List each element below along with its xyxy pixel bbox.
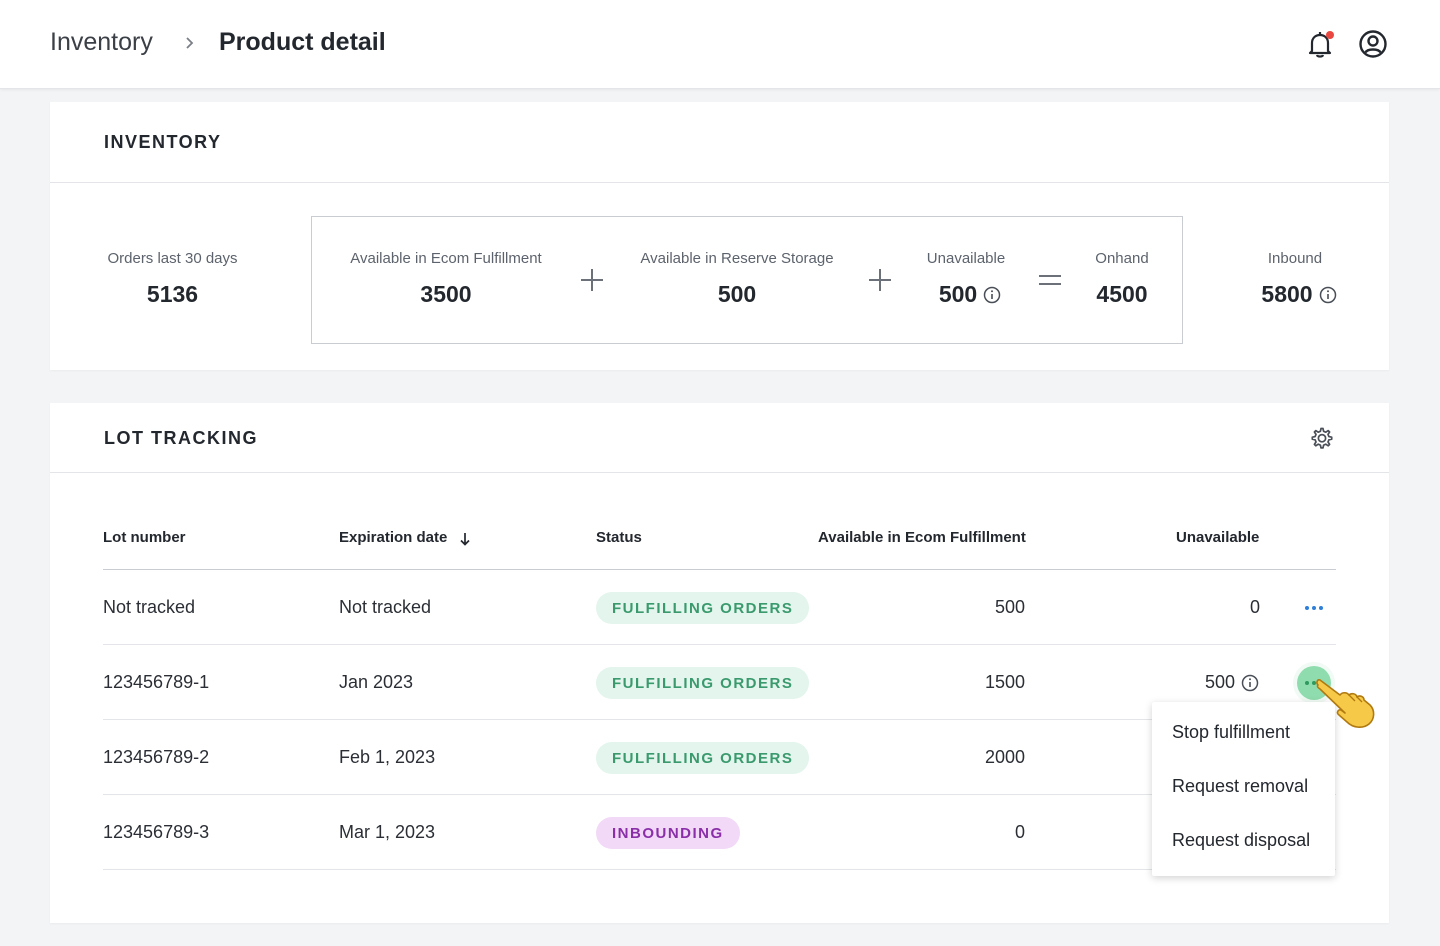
row-divider <box>103 869 1336 870</box>
unavailable-label: Unavailable <box>926 250 1006 267</box>
inventory-title: INVENTORY <box>104 132 222 152</box>
table-row-lot: Not tracked <box>103 597 196 617</box>
plus-icon <box>869 269 891 291</box>
orders-last-30-label: Orders last 30 days <box>107 250 238 267</box>
column-header-expiration-date[interactable]: Expiration date <box>339 529 448 546</box>
plus-icon <box>581 269 603 291</box>
row-more-actions-icon[interactable] <box>1297 591 1331 625</box>
unavailable-metric: Unavailable 500 <box>916 250 1016 308</box>
row-divider <box>103 719 1336 720</box>
lot-tracking-title: LOT TRACKING <box>104 428 258 448</box>
status-badge: FULFILLING ORDERS <box>596 742 810 774</box>
orders-last-30-metric: Orders last 30 days 5136 <box>100 250 245 308</box>
equals-icon <box>1039 275 1061 285</box>
ecom-metric: Available in Ecom Fulfillment 3500 <box>340 250 552 308</box>
table-row-unavailable: 0 <box>1249 597 1260 617</box>
settings-gear-icon[interactable] <box>1309 425 1335 451</box>
status-badge: FULFILLING ORDERS <box>596 592 810 624</box>
ecom-label: Available in Ecom Fulfillment <box>350 250 542 267</box>
table-header-divider <box>103 569 1336 570</box>
table-row-expiration: Not tracked <box>339 597 432 617</box>
status-badge: INBOUNDING <box>596 817 740 849</box>
orders-last-30-value: 5136 <box>146 281 199 307</box>
inventory-card-header: INVENTORY <box>50 102 1389 183</box>
table-row-ecom: 1500 <box>984 672 1025 692</box>
inbound-label: Inbound <box>1267 250 1323 267</box>
column-header-unavailable[interactable]: Unavailable <box>1176 529 1260 546</box>
menu-item-request-disposal[interactable]: Request disposal <box>1172 830 1311 850</box>
page-title: Product detail <box>219 28 386 56</box>
reserve-metric: Available in Reserve Storage 500 <box>633 250 841 308</box>
table-row-ecom: 0 <box>1014 822 1025 842</box>
lot-tracking-card-header: LOT TRACKING <box>50 403 1389 473</box>
info-icon[interactable] <box>1319 286 1337 304</box>
column-header-lot-number[interactable]: Lot number <box>103 529 186 546</box>
account-icon[interactable] <box>1357 28 1389 60</box>
reserve-value: 500 <box>717 281 757 307</box>
menu-item-request-removal[interactable]: Request removal <box>1172 776 1309 796</box>
info-icon[interactable] <box>1241 674 1259 692</box>
status-badge: FULFILLING ORDERS <box>596 667 810 699</box>
table-row-ecom: 500 <box>994 597 1025 617</box>
row-actions-menu: Stop fulfillment Request removal Request… <box>1152 702 1335 876</box>
column-header-ecom[interactable]: Available in Ecom Fulfillment <box>818 529 1026 546</box>
sort-arrow-down-icon[interactable] <box>458 531 472 547</box>
inventory-equation-box <box>311 216 1183 344</box>
row-divider <box>103 644 1336 645</box>
pointing-hand-cursor-icon <box>1316 679 1375 728</box>
inventory-card: INVENTORY Orders last 30 days 5136 Avail… <box>50 102 1389 370</box>
column-header-status[interactable]: Status <box>596 529 642 546</box>
inbound-metric: Inbound 5800 <box>1245 250 1345 308</box>
table-row-unavailable: 500 <box>1204 672 1235 692</box>
table-row-expiration: Mar 1, 2023 <box>339 822 436 842</box>
table-row-ecom: 2000 <box>984 747 1025 767</box>
row-divider <box>103 794 1336 795</box>
menu-item-stop-fulfillment[interactable]: Stop fulfillment <box>1172 722 1291 742</box>
info-icon[interactable] <box>983 286 1001 304</box>
reserve-label: Available in Reserve Storage <box>640 250 834 267</box>
notification-dot <box>1326 31 1334 39</box>
table-row-lot: 123456789-2 <box>103 747 210 767</box>
onhand-label: Onhand <box>1095 250 1149 267</box>
onhand-metric: Onhand 4500 <box>1082 250 1162 308</box>
breadcrumb-inventory[interactable]: Inventory <box>50 28 153 56</box>
unavailable-value: 500 <box>938 281 978 307</box>
chevron-right-icon <box>186 37 194 49</box>
inbound-value: 5800 <box>1261 281 1313 307</box>
table-row-lot: 123456789-3 <box>103 822 210 842</box>
top-bar: Inventory Product detail <box>0 0 1440 89</box>
ecom-value: 3500 <box>420 281 472 307</box>
table-row-lot: 123456789-1 <box>103 672 210 692</box>
table-row-expiration: Feb 1, 2023 <box>339 747 436 767</box>
bell-icon[interactable] <box>1304 28 1336 60</box>
onhand-value: 4500 <box>1096 281 1148 307</box>
table-row-expiration: Jan 2023 <box>339 672 414 692</box>
